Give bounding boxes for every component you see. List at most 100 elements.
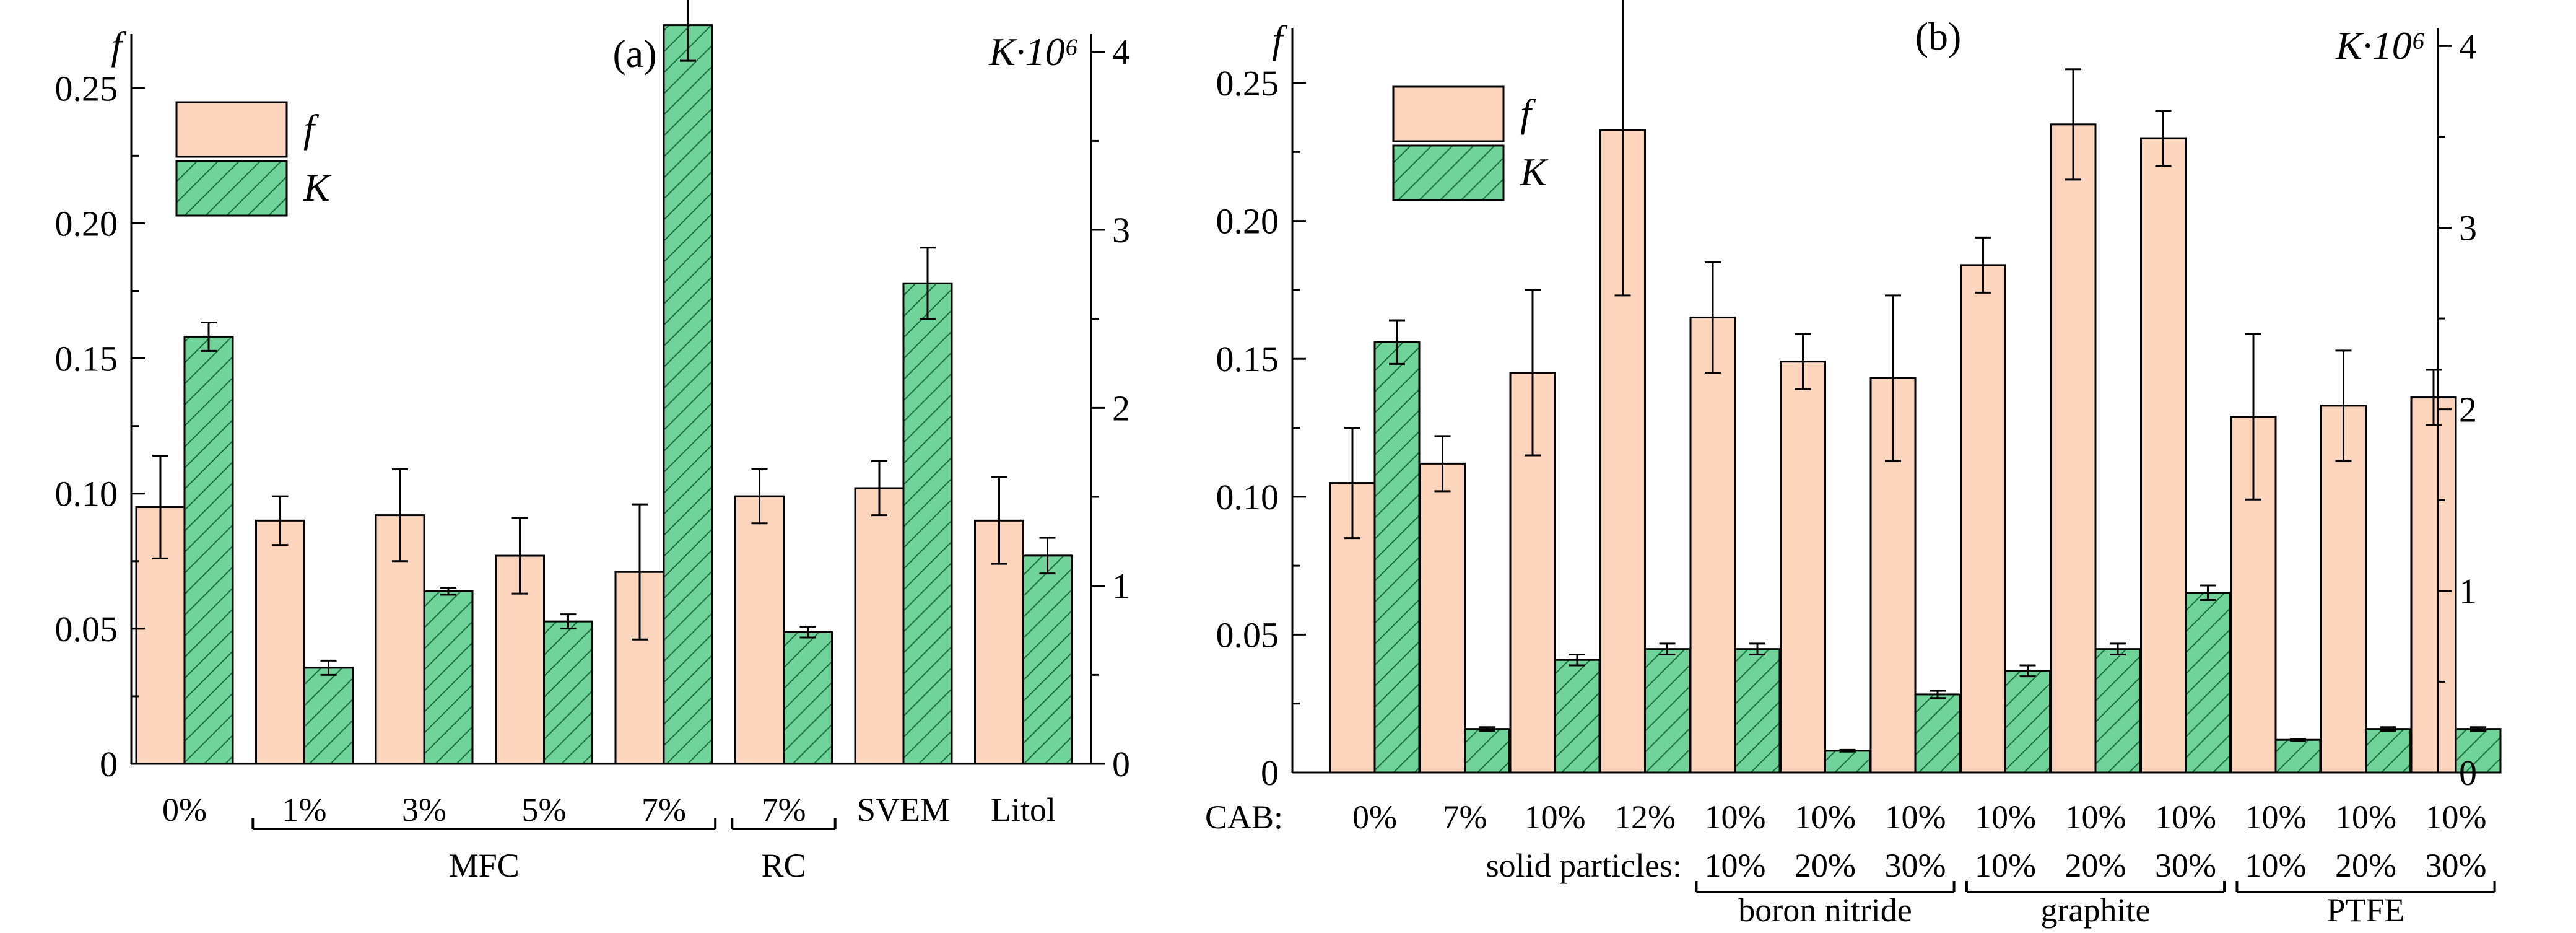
category-label-3: 5% — [522, 791, 567, 828]
legend-label-k: K — [1520, 150, 1549, 194]
category-label-4: 7% — [642, 791, 686, 828]
error-bar-f-7 — [991, 476, 1007, 565]
right-axis-title: K·10⁶ — [2335, 24, 2426, 68]
bar-k-0 — [1373, 341, 1421, 774]
left-tick-label-1: 0.05 — [55, 609, 118, 649]
group-label-1: RC — [761, 847, 806, 884]
error-bar-f-2 — [392, 468, 408, 563]
legend-swatch-f — [175, 101, 288, 158]
bar-f-5 — [1780, 361, 1826, 774]
bar-k-10 — [2274, 738, 2321, 774]
category-label-1: 1% — [282, 791, 327, 828]
category-label-5: 7% — [762, 791, 806, 828]
category-label-6: SVEM — [857, 791, 950, 828]
bar-f-1 — [1419, 462, 1466, 774]
bar-k-4 — [1734, 648, 1781, 774]
error-bar-k-9 — [2200, 584, 2216, 601]
bar-k-7 — [1022, 554, 1073, 765]
right-tick-label-4: 4 — [1112, 32, 1130, 72]
right-axis-title: K·10⁶ — [988, 30, 1079, 74]
error-bar-k-10 — [2290, 738, 2306, 742]
error-bar-f-5 — [1795, 333, 1811, 390]
right-tick-label-0: 0 — [1112, 744, 1130, 784]
category-label-7: Litol — [991, 791, 1056, 828]
category-label-12: 10% — [2426, 799, 2487, 836]
panel-title: (b) — [1915, 14, 1962, 58]
bar-k-3 — [1644, 648, 1690, 774]
error-bar-f-6 — [871, 460, 887, 517]
particle-label-9: 30% — [2155, 847, 2216, 884]
bar-f-5 — [734, 495, 785, 765]
group-label-0: MFC — [449, 847, 520, 884]
particle-label-4: 10% — [1705, 847, 1766, 884]
error-bar-f-6 — [1885, 294, 1901, 462]
error-bar-f-1 — [1434, 435, 1451, 493]
particle-label-5: 20% — [1795, 847, 1856, 884]
error-bar-k-5 — [1839, 748, 1856, 753]
error-bar-k-1 — [320, 659, 337, 676]
category-label-10: 10% — [2245, 799, 2307, 836]
category-label-2: 10% — [1525, 799, 1586, 836]
bar-f-7 — [1960, 264, 2006, 774]
error-bar-k-5 — [799, 626, 816, 639]
error-bar-f-5 — [751, 468, 768, 525]
left-tick-label-2: 0.10 — [55, 474, 118, 514]
bar-k-4 — [663, 24, 713, 765]
right-tick-label-4: 4 — [2459, 26, 2477, 66]
error-bar-f-10 — [2245, 333, 2261, 501]
bar-k-2 — [1554, 659, 1601, 774]
error-bar-k-12 — [2470, 726, 2486, 732]
bar-f-1 — [255, 519, 305, 765]
error-bar-f-11 — [2335, 349, 2352, 462]
left-tick-label-5: 0.25 — [1216, 63, 1279, 103]
right-tick-label-3: 3 — [2459, 208, 2477, 248]
legend-label-k: K — [303, 165, 332, 209]
bar-k-8 — [2094, 648, 2141, 774]
error-bar-k-11 — [2380, 726, 2396, 732]
error-bar-f-7 — [1975, 236, 1991, 294]
left-tick-label-3: 0.15 — [55, 339, 118, 379]
category-label-4: 10% — [1705, 799, 1766, 836]
group-bracket-1 — [731, 818, 837, 830]
error-bar-k-1 — [1479, 726, 1495, 732]
category-label-1: 7% — [1443, 799, 1487, 836]
left-axis-title: f — [111, 24, 127, 68]
left-tick-label-4: 0.20 — [55, 203, 118, 243]
bar-f-4 — [1689, 316, 1736, 774]
bar-k-7 — [2004, 670, 2051, 774]
category-label-9: 10% — [2155, 799, 2216, 836]
error-bar-k-0 — [201, 321, 217, 352]
row-header-cab: CAB: — [1205, 799, 1283, 836]
error-bar-k-4 — [680, 0, 696, 62]
error-bar-f-0 — [1344, 427, 1360, 540]
legend-swatch-f — [1392, 85, 1505, 142]
right-tick-label-1: 1 — [2459, 571, 2477, 611]
left-tick-label-1: 0.05 — [1216, 615, 1279, 655]
right-tick-label-1: 1 — [1112, 566, 1130, 607]
category-label-0: 0% — [1352, 799, 1397, 836]
category-label-11: 10% — [2335, 799, 2396, 836]
bar-k-12 — [2455, 728, 2502, 774]
bar-f-12 — [2410, 396, 2457, 774]
category-label-8: 10% — [2065, 799, 2126, 836]
right-tick-label-3: 3 — [1112, 210, 1130, 250]
category-label-7: 10% — [1975, 799, 2036, 836]
error-bar-k-0 — [1389, 319, 1405, 365]
bar-f-6 — [854, 487, 905, 765]
error-bar-k-3 — [1659, 642, 1676, 655]
error-bar-k-7 — [2019, 664, 2036, 678]
bar-f-9 — [2140, 137, 2187, 774]
particle-label-10: 10% — [2245, 847, 2307, 884]
left-tick-label-4: 0.20 — [1216, 201, 1279, 242]
legend-label-f: f — [303, 107, 320, 151]
category-label-6: 10% — [1885, 799, 1946, 836]
bar-k-0 — [183, 335, 234, 765]
left-tick-label-0: 0 — [100, 744, 118, 784]
group-label-0: boron nitride — [1738, 891, 1912, 929]
error-bar-f-3 — [1614, 0, 1631, 297]
bar-k-1 — [303, 667, 354, 765]
error-bar-f-4 — [632, 503, 648, 641]
error-bar-f-12 — [2426, 369, 2442, 426]
particle-label-7: 10% — [1975, 847, 2036, 884]
